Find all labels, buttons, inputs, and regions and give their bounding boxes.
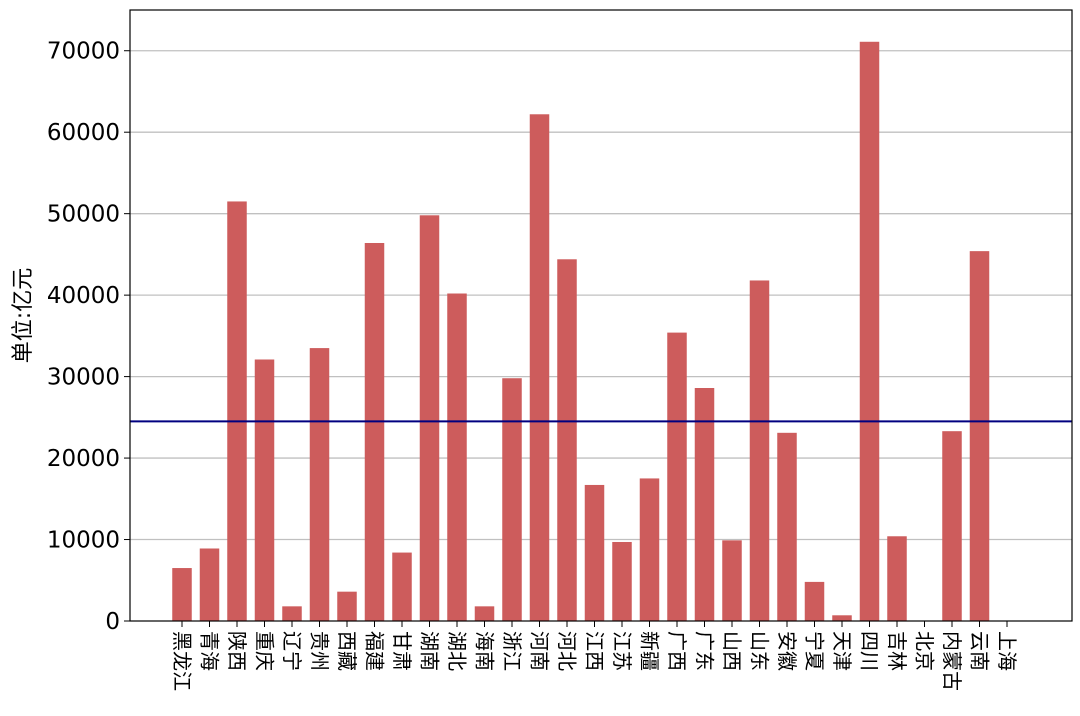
x-tick-label: 广东 [693,631,717,671]
bar [309,348,330,621]
x-tick-label: 甘肃 [390,631,414,671]
x-tick-label: 辽宁 [280,631,304,671]
x-tick-label: 广西 [665,631,689,671]
x-tick-label: 安徽 [775,631,799,671]
bar [557,259,577,621]
bar [832,615,852,621]
x-tick-label: 河南 [528,631,552,671]
bar [282,606,302,621]
x-tick-label: 北京 [913,631,937,671]
x-tick-label: 宁夏 [803,631,827,671]
bar [227,201,247,622]
bar [777,432,797,621]
x-tick-label: 吉林 [885,631,909,671]
bar [612,541,632,621]
bar [529,114,550,621]
bar [474,606,495,621]
x-tick-label: 山东 [748,631,772,671]
x-tick-label: 云南 [968,631,992,671]
bar [364,242,385,621]
x-tick-label: 福建 [363,631,387,671]
x-tick-label: 湖南 [418,631,442,671]
y-axis-label: 单位:亿元 [11,268,36,363]
x-tick-label: 浙江 [500,631,524,671]
bar [199,548,220,621]
bar [447,293,467,621]
x-tick-label: 西藏 [335,631,359,671]
x-tick-label: 青海 [198,631,222,671]
bar [942,431,962,621]
y-tick-label: 20000 [47,446,120,472]
y-tick-label: 70000 [47,39,120,65]
bar [392,552,412,621]
x-tick-label: 内蒙古 [940,631,964,691]
y-tick-label: 0 [105,609,120,635]
y-axis-ticks: 0 10000 20000 30000 40000 50000 60000 70000 [47,39,130,635]
bar [337,591,357,621]
bar [584,484,605,621]
y-tick-label: 10000 [47,528,120,554]
y-tick-label: 50000 [47,202,120,228]
x-tick-label: 贵州 [308,631,332,671]
bar [172,568,192,621]
y-tick-label: 30000 [47,365,120,391]
x-tick-label: 上海 [995,631,1019,671]
x-tick-label: 天津 [830,631,854,671]
bar [667,332,687,621]
y-tick-label: 60000 [47,120,120,146]
bar [969,251,990,621]
bar [804,581,825,621]
x-tick-label: 新疆 [638,631,662,671]
x-tick-label: 山西 [720,631,744,671]
x-tick-label: 黑龙江 [170,631,194,691]
x-tick-label: 重庆 [253,631,277,671]
bar [502,378,522,621]
x-tick-label: 江西 [583,631,607,671]
x-tick-label: 湖北 [445,631,469,671]
x-tick-label: 四川 [858,631,882,671]
bar [887,536,907,621]
bar [749,280,770,621]
y-tick-label: 40000 [47,283,120,309]
bar [859,41,880,622]
bar [419,215,440,621]
x-tick-label: 河北 [555,631,579,671]
grid-lines [130,50,1072,541]
x-tick-label: 陕西 [225,631,249,671]
plot-frame [129,9,1073,622]
bar [639,478,660,621]
bar [254,359,275,621]
x-axis-ticks: 黑龙江 青海 陕西 重庆 辽宁 贵州 西藏 福建 甘肃 湖南 湖北 海南 浙江 河南 河北 江西 江苏 新疆 广西广… [170,621,1019,691]
x-tick-label: 江苏 [610,631,634,671]
x-tick-label: 海南 [473,631,497,671]
bar [694,388,715,621]
bar [722,540,742,621]
bars [172,41,990,622]
